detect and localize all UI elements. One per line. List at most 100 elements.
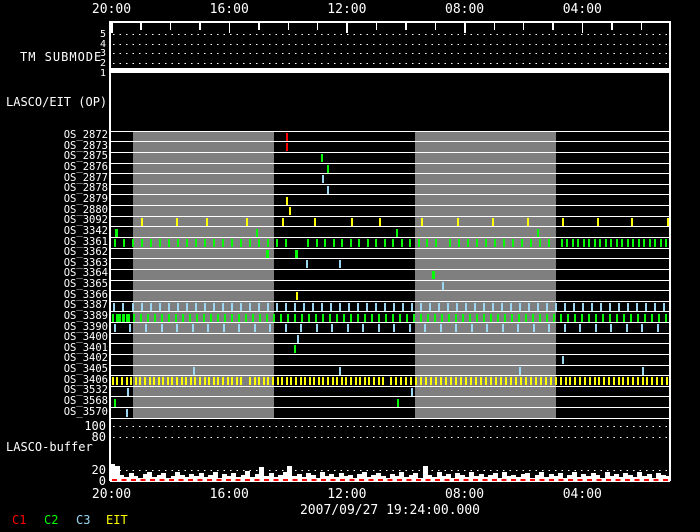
os-event-tick	[412, 313, 415, 322]
os-event-tick	[349, 313, 352, 322]
os-event-tick	[625, 324, 628, 333]
os-event-tick	[660, 377, 663, 386]
os-event-tick	[195, 239, 198, 248]
os-event-tick	[275, 302, 278, 311]
buffer-usage-bar	[236, 477, 242, 481]
buffer-usage-bar	[254, 474, 260, 481]
buffer-usage-bar	[632, 477, 638, 481]
time-label-0400: 04:00	[562, 487, 602, 502]
os-event-tick	[561, 217, 564, 226]
os-event-tick	[440, 313, 443, 322]
os-row-separator-line	[110, 396, 670, 398]
os-event-tick	[503, 313, 506, 322]
os-event-tick	[494, 239, 496, 248]
buffer-usage-bar	[161, 473, 167, 481]
os-event-tick	[608, 313, 611, 322]
os-event-tick	[588, 239, 591, 248]
os-event-tick	[598, 377, 601, 386]
axis-minor-tick	[640, 23, 643, 30]
timestamp-label: 2007/09/27 19:24:00.000	[299, 503, 480, 518]
os-event-tick	[285, 143, 288, 152]
os-event-tick	[489, 377, 492, 386]
axis-minor-tick	[258, 23, 260, 30]
buffer-usage-bar	[114, 466, 120, 481]
os-event-tick	[168, 239, 171, 248]
os-event-tick	[285, 132, 288, 141]
os-event-tick	[434, 239, 437, 248]
os-event-tick	[160, 324, 163, 333]
buffer-usage-bar	[539, 472, 545, 481]
os-row-label: OS_3092	[63, 214, 108, 227]
os-event-tick	[329, 302, 332, 311]
os-event-tick	[191, 324, 194, 333]
os-event-tick	[256, 228, 258, 237]
os-event-tick	[146, 313, 149, 322]
os-event-tick	[391, 313, 394, 322]
os-event-tick	[609, 302, 612, 311]
os-event-tick	[519, 302, 522, 311]
os-event-tick	[417, 239, 420, 248]
os-event-tick	[489, 313, 492, 322]
os-event-tick	[114, 228, 118, 237]
buffer-gridline-100	[113, 426, 669, 427]
os-event-tick	[607, 377, 610, 386]
buffer-usage-bar	[628, 475, 634, 481]
os-event-tick	[230, 313, 233, 322]
os-event-tick	[405, 377, 408, 386]
os-event-tick	[199, 377, 202, 386]
os-event-tick	[300, 324, 303, 333]
os-event-tick	[618, 302, 621, 311]
os-event-tick	[409, 239, 412, 248]
buffer-usage-bar	[194, 476, 200, 481]
os-event-tick	[205, 217, 208, 226]
os-event-tick	[434, 377, 437, 386]
os-event-tick	[549, 377, 552, 386]
os-event-tick	[400, 239, 403, 248]
buffer-usage-bar	[516, 477, 522, 481]
os-event-tick	[510, 313, 513, 322]
legend-item-c2: C2	[44, 513, 59, 527]
buffer-usage-bar	[399, 472, 405, 481]
os-event-tick	[202, 313, 205, 322]
buffer-ytick-label-0: 0	[98, 474, 106, 488]
buffer-usage-bar	[576, 477, 582, 481]
os-event-tick	[126, 387, 129, 396]
axis-major-tick	[464, 23, 466, 33]
os-event-tick	[253, 324, 256, 333]
os-event-tick	[537, 302, 540, 311]
os-event-tick	[265, 313, 268, 322]
os-event-tick	[636, 313, 639, 322]
buffer-usage-bar	[660, 475, 666, 481]
os-row-label: OS_3406	[63, 373, 108, 386]
os-event-tick	[501, 324, 504, 333]
os-event-tick	[548, 239, 551, 248]
buffer-usage-bar	[147, 472, 153, 481]
os-event-tick	[116, 313, 119, 322]
os-event-tick	[432, 271, 435, 280]
os-event-tick	[455, 324, 458, 333]
axis-major-tick	[111, 23, 113, 33]
os-event-tick	[331, 377, 334, 386]
os-event-tick	[244, 313, 247, 322]
tm-ytick-label-2: 2	[99, 58, 106, 70]
os-row-label: OS_3361	[63, 235, 108, 248]
os-event-tick	[475, 239, 478, 248]
buffer-usage-bar	[553, 476, 559, 481]
os-event-tick	[321, 154, 324, 163]
axis-minor-tick	[199, 23, 201, 30]
os-event-tick	[281, 377, 284, 386]
buffer-usage-bar	[394, 476, 400, 481]
buffer-usage-bar	[175, 472, 181, 481]
os-event-tick	[459, 377, 462, 386]
buffer-usage-bar	[338, 473, 344, 481]
buffer-usage-bar	[357, 474, 363, 481]
tm-gridline-5	[113, 33, 669, 35]
buffer-usage-bar	[310, 475, 316, 481]
os-event-tick	[566, 239, 569, 248]
os-event-tick	[235, 377, 238, 386]
buffer-usage-bar	[525, 473, 531, 481]
time-label-0400: 04:00	[562, 2, 602, 17]
os-event-tick	[194, 377, 197, 386]
os-event-tick	[308, 377, 311, 386]
os-event-tick	[469, 377, 472, 386]
